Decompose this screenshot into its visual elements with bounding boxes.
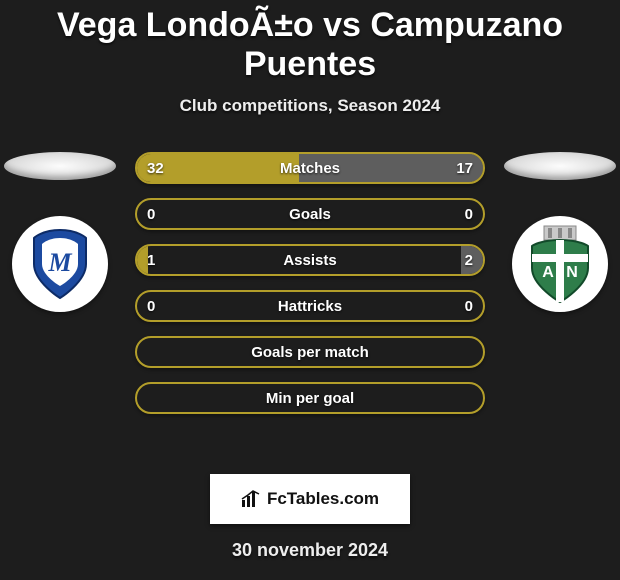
svg-text:A: A <box>542 264 554 281</box>
club-badge-right: A N <box>512 216 608 312</box>
stat-bar-label: Goals per match <box>137 338 483 366</box>
branding-label: FcTables.com <box>267 489 379 509</box>
player-right-ellipse <box>504 152 616 180</box>
stat-bar: Assists1 2 <box>135 244 485 276</box>
stat-bar-value-left: 1 <box>147 246 155 274</box>
stat-bar: Goals0 0 <box>135 198 485 230</box>
player-right-col: A N <box>500 152 620 312</box>
stat-bar-value-left: 0 <box>147 292 155 320</box>
comparison-area: M A N Matches3217Goals00Assists12Hattric… <box>0 152 620 452</box>
club-crest-left-icon: M <box>20 224 100 304</box>
stat-bar-value-left: 32 <box>147 154 164 182</box>
stat-bars: Matches3217Goals00Assists12Hattricks00Go… <box>135 152 485 414</box>
stat-bar: Goals per match <box>135 336 485 368</box>
stat-bar-value-right: 0 <box>465 292 473 320</box>
branding-box[interactable]: FcTables.com <box>210 474 410 524</box>
stat-bar-value-left: 0 <box>147 200 155 228</box>
stat-bar-label: Min per goal <box>137 384 483 412</box>
stat-bar-label: Hattricks <box>137 292 483 320</box>
svg-text:M: M <box>47 248 72 277</box>
stat-bar-label: Matches <box>137 154 483 182</box>
stat-bar-value-right: 2 <box>465 246 473 274</box>
page-title: Vega LondoÃ±o vs Campuzano Puentes <box>0 6 620 84</box>
header: Vega LondoÃ±o vs Campuzano Puentes Club … <box>0 0 620 116</box>
svg-text:N: N <box>566 264 578 281</box>
stat-bar-value-right: 17 <box>456 154 473 182</box>
stat-bar: Matches32 17 <box>135 152 485 184</box>
page-subtitle: Club competitions, Season 2024 <box>0 96 620 116</box>
stat-bar: Hattricks0 0 <box>135 290 485 322</box>
stat-bar: Min per goal <box>135 382 485 414</box>
stat-bar-value-right: 0 <box>465 200 473 228</box>
chart-icon <box>241 490 261 508</box>
club-badge-left: M <box>12 216 108 312</box>
club-crest-right-icon: A N <box>518 222 602 306</box>
stat-bar-label: Goals <box>137 200 483 228</box>
branding-text: FcTables.com <box>241 489 379 509</box>
player-left-ellipse <box>4 152 116 180</box>
footer-date: 30 november 2024 <box>0 540 620 561</box>
player-left-col: M <box>0 152 120 312</box>
stat-bar-label: Assists <box>137 246 483 274</box>
